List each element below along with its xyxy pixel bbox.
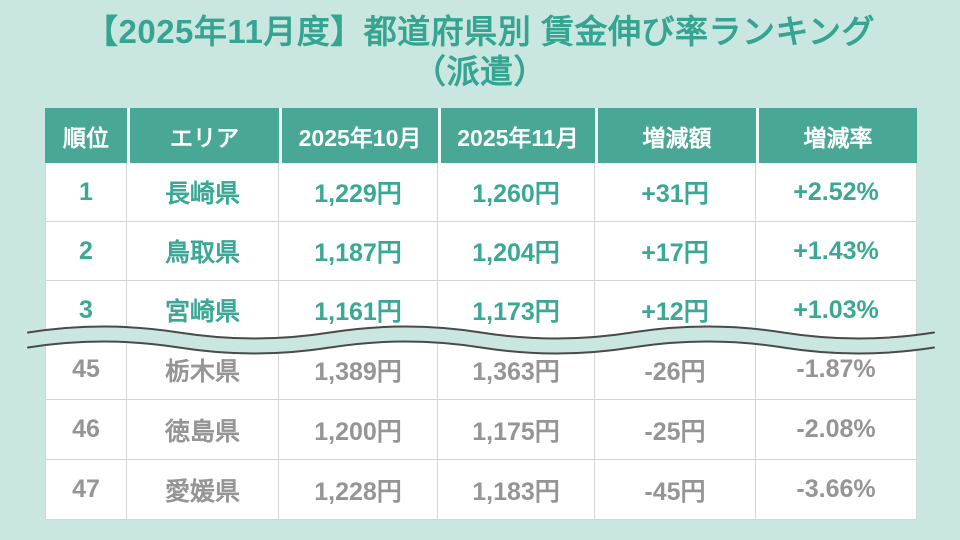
rank-cell: 1 — [45, 163, 127, 222]
bottom-ranking-rows: 45 栃木県 1,389円 1,363円 -26円 -1.87% 46 徳島県 … — [45, 340, 917, 520]
diff-rate-cell: +1.03% — [756, 281, 917, 340]
nov-wage-cell: 1,363円 — [438, 340, 595, 400]
diff-amount-cell: +17円 — [595, 222, 756, 281]
rank-cell: 45 — [45, 340, 127, 400]
diff-amount-cell: +12円 — [595, 281, 756, 340]
area-cell: 徳島県 — [127, 400, 279, 460]
header-cell-oct-wage: 2025年10月 — [279, 108, 438, 163]
area-cell: 栃木県 — [127, 340, 279, 400]
table-row: 46 徳島県 1,200円 1,175円 -25円 -2.08% — [45, 400, 917, 460]
diff-amount-cell: -25円 — [595, 400, 756, 460]
header-cell-area: エリア — [127, 108, 279, 163]
diff-rate-cell: -1.87% — [756, 340, 917, 400]
header-cell-diff-amount: 増減額 — [595, 108, 756, 163]
area-cell: 宮崎県 — [127, 281, 279, 340]
oct-wage-cell: 1,200円 — [279, 400, 438, 460]
table-row: 3 宮崎県 1,161円 1,173円 +12円 +1.03% — [45, 281, 917, 340]
area-cell: 長崎県 — [127, 163, 279, 222]
diff-rate-cell: -3.66% — [756, 460, 917, 520]
nov-wage-cell: 1,173円 — [438, 281, 595, 340]
oct-wage-cell: 1,228円 — [279, 460, 438, 520]
rank-cell: 3 — [45, 281, 127, 340]
nov-wage-cell: 1,260円 — [438, 163, 595, 222]
oct-wage-cell: 1,389円 — [279, 340, 438, 400]
rank-cell: 47 — [45, 460, 127, 520]
header-cell-diff-rate: 増減率 — [756, 108, 917, 163]
page-title-line-1: 【2025年11月度】都道府県別 賃金伸び率ランキング — [85, 13, 875, 50]
ranking-table: 順位 エリア 2025年10月 2025年11月 増減額 増減率 1 長崎県 1… — [45, 108, 917, 520]
table-row: 2 鳥取県 1,187円 1,204円 +17円 +1.43% — [45, 222, 917, 281]
diff-amount-cell: -45円 — [595, 460, 756, 520]
table-row: 1 長崎県 1,229円 1,260円 +31円 +2.52% — [45, 163, 917, 222]
rank-cell: 2 — [45, 222, 127, 281]
page-title: 【2025年11月度】都道府県別 賃金伸び率ランキング （派遣） — [0, 12, 960, 91]
diff-rate-cell: +1.43% — [756, 222, 917, 281]
table-header: 順位 エリア 2025年10月 2025年11月 増減額 増減率 — [45, 108, 917, 163]
rank-cell: 46 — [45, 400, 127, 460]
nov-wage-cell: 1,175円 — [438, 400, 595, 460]
nov-wage-cell: 1,183円 — [438, 460, 595, 520]
area-cell: 愛媛県 — [127, 460, 279, 520]
header-cell-rank: 順位 — [45, 108, 127, 163]
oct-wage-cell: 1,229円 — [279, 163, 438, 222]
header-cell-nov-wage: 2025年11月 — [438, 108, 595, 163]
diff-rate-cell: -2.08% — [756, 400, 917, 460]
diff-rate-cell: +2.52% — [756, 163, 917, 222]
oct-wage-cell: 1,187円 — [279, 222, 438, 281]
area-cell: 鳥取県 — [127, 222, 279, 281]
oct-wage-cell: 1,161円 — [279, 281, 438, 340]
table-row: 47 愛媛県 1,228円 1,183円 -45円 -3.66% — [45, 460, 917, 520]
page-title-line-2: （派遣） — [413, 52, 547, 90]
diff-amount-cell: +31円 — [595, 163, 756, 222]
table-row: 45 栃木県 1,389円 1,363円 -26円 -1.87% — [45, 340, 917, 400]
top-ranking-rows: 1 長崎県 1,229円 1,260円 +31円 +2.52% 2 鳥取県 1,… — [45, 163, 917, 340]
diff-amount-cell: -26円 — [595, 340, 756, 400]
header-row: 順位 エリア 2025年10月 2025年11月 増減額 増減率 — [45, 108, 917, 163]
nov-wage-cell: 1,204円 — [438, 222, 595, 281]
